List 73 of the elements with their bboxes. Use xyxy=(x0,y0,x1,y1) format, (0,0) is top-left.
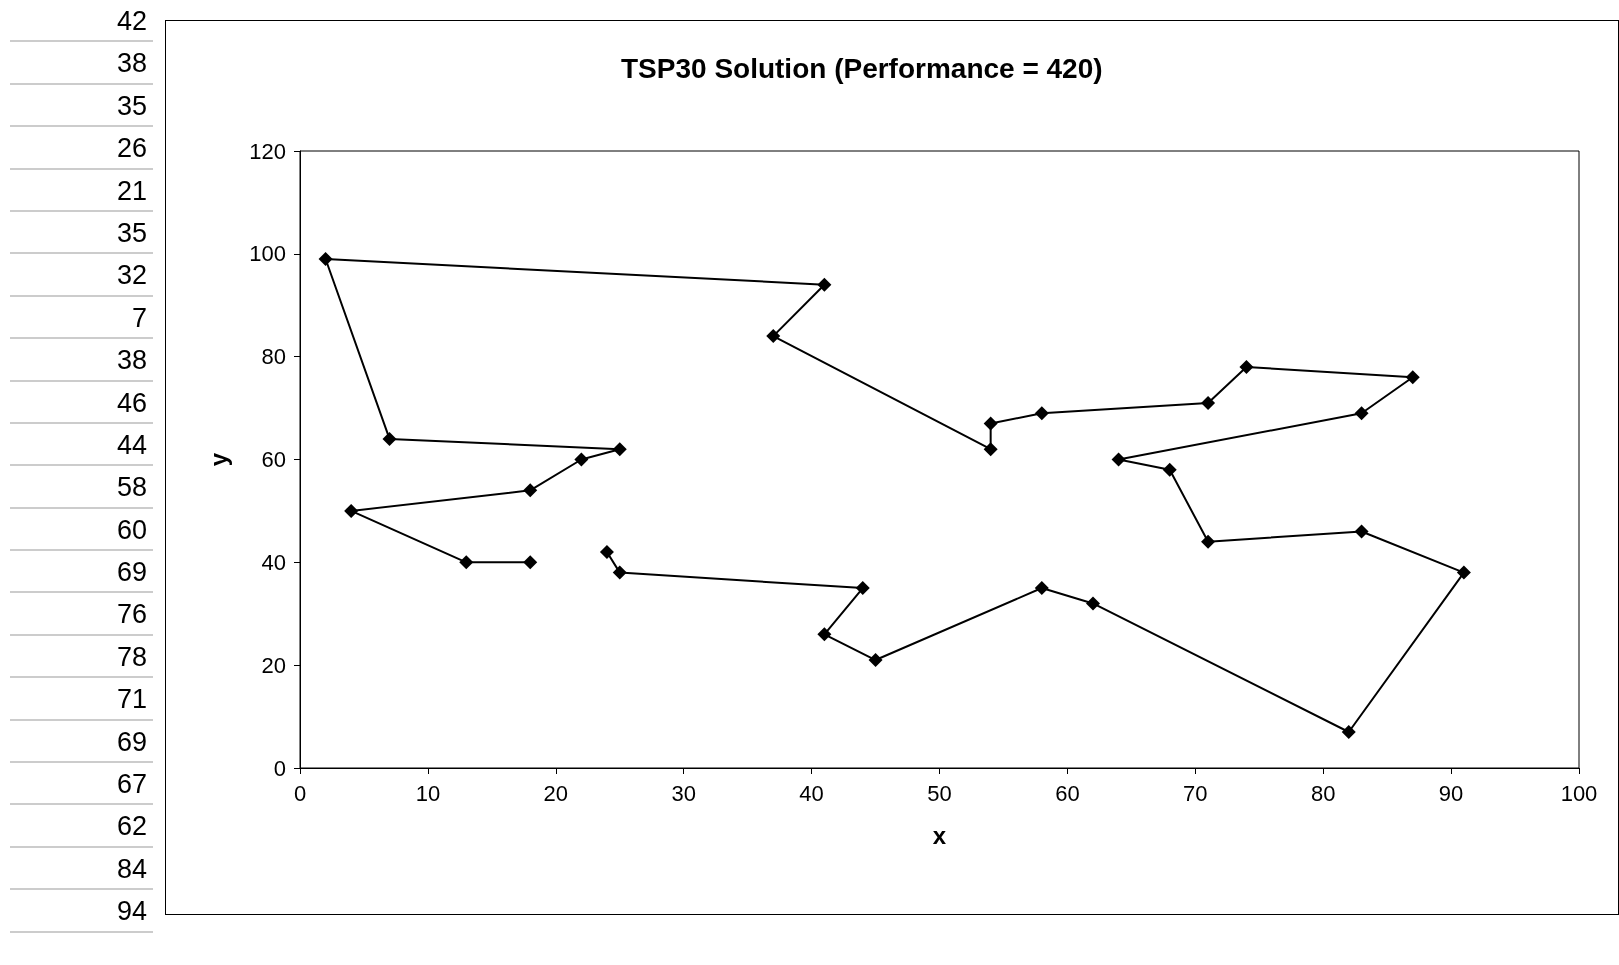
text: 60 xyxy=(10,508,153,552)
x-tick-label: 30 xyxy=(671,780,696,806)
point xyxy=(1456,565,1471,580)
y-axis-title: y xyxy=(204,452,232,467)
text: 35 xyxy=(10,211,153,255)
point xyxy=(1341,725,1356,740)
point xyxy=(1239,359,1254,374)
text: 32 xyxy=(10,254,153,297)
text: 7 xyxy=(10,296,153,340)
point xyxy=(574,452,589,467)
y-tick-label: 0 xyxy=(273,755,286,781)
text: 58 xyxy=(10,466,153,509)
text: 62 xyxy=(10,805,153,848)
y-tick-label: 100 xyxy=(249,241,286,267)
point xyxy=(855,581,870,596)
text: 84 xyxy=(10,847,153,891)
point xyxy=(612,442,627,457)
chart-title: TSP30 Solution (Performance = 420) xyxy=(621,52,1103,84)
point xyxy=(1034,406,1049,421)
x-tick-label: 10 xyxy=(415,780,441,806)
text: 21 xyxy=(10,169,153,212)
x-tick-label: 80 xyxy=(1310,780,1336,806)
point xyxy=(1162,462,1177,477)
y-tick-label: 80 xyxy=(261,344,286,370)
x-tick-label: 100 xyxy=(1560,780,1598,806)
text: 69 xyxy=(10,551,153,594)
point xyxy=(1354,524,1369,539)
text: 46 xyxy=(10,381,153,424)
point xyxy=(1111,452,1126,467)
text: 38 xyxy=(10,42,153,85)
point xyxy=(1201,534,1216,549)
x-tick-label: 70 xyxy=(1183,780,1208,806)
point xyxy=(983,442,998,457)
point xyxy=(1354,406,1369,421)
point xyxy=(766,329,781,344)
point xyxy=(318,251,333,266)
text: 44 xyxy=(10,423,153,467)
point xyxy=(1085,596,1100,611)
text: 67 xyxy=(10,763,153,806)
x-axis-title: x xyxy=(932,821,947,849)
y-tick-label: 120 xyxy=(249,138,286,164)
text: 35 xyxy=(10,84,153,128)
text: 38 xyxy=(10,339,153,382)
y-tick-label: 60 xyxy=(261,447,286,472)
point xyxy=(612,565,627,580)
x-tick-label: 90 xyxy=(1438,780,1464,806)
point xyxy=(459,555,474,570)
x-tick-label: 0 xyxy=(293,780,307,806)
x-tick-label: 20 xyxy=(543,780,569,806)
point xyxy=(817,277,832,292)
point xyxy=(1034,581,1049,596)
point xyxy=(817,627,832,642)
point xyxy=(1405,370,1420,385)
point xyxy=(599,545,614,560)
point xyxy=(868,653,883,668)
x-tick-label: 60 xyxy=(1055,780,1080,806)
point xyxy=(382,431,397,446)
x-tick-label: 50 xyxy=(927,780,952,806)
text: 76 xyxy=(10,593,153,636)
y-tick-label: 20 xyxy=(261,652,286,678)
text: 26 xyxy=(10,127,153,170)
point xyxy=(523,555,538,570)
point xyxy=(983,416,998,431)
text: 69 xyxy=(10,720,153,764)
point xyxy=(523,483,538,498)
y-tick-label: 40 xyxy=(261,549,286,575)
point xyxy=(344,503,359,518)
x-tick-label: 40 xyxy=(799,780,824,806)
point xyxy=(1201,395,1216,410)
text: 42 xyxy=(10,0,153,43)
text: 94 xyxy=(10,890,153,933)
text: 78 xyxy=(10,635,153,679)
text: 71 xyxy=(10,678,153,721)
